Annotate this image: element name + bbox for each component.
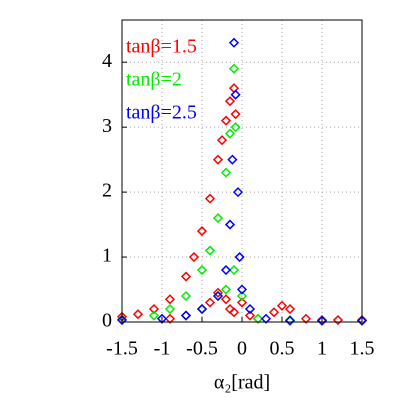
point xyxy=(132,309,144,320)
point xyxy=(220,115,232,126)
point xyxy=(236,290,248,302)
point xyxy=(227,154,238,165)
point xyxy=(196,264,208,276)
point xyxy=(230,122,241,133)
x-tick-label: 1.5 xyxy=(350,338,375,360)
point xyxy=(148,310,160,321)
point xyxy=(220,284,232,295)
point xyxy=(244,303,256,315)
point xyxy=(180,271,192,282)
point xyxy=(356,315,368,326)
x-tick-label: -1.5 xyxy=(106,338,138,360)
x-tick-label: 0 xyxy=(237,338,247,360)
point xyxy=(268,307,280,318)
point xyxy=(204,193,216,204)
legend-label: tanβ=1.5 xyxy=(126,36,197,58)
point xyxy=(156,313,168,324)
point xyxy=(228,264,240,276)
point xyxy=(164,313,176,324)
point xyxy=(228,37,240,48)
point xyxy=(164,294,176,305)
point xyxy=(224,219,236,230)
point xyxy=(230,109,241,120)
x-tick-label: 1 xyxy=(317,338,327,360)
x-tick-label: 0.5 xyxy=(270,338,295,360)
x-axis-label: α₂[rad] xyxy=(214,372,270,394)
point xyxy=(316,315,328,326)
x-tick-label: -1 xyxy=(154,338,171,360)
point xyxy=(212,290,224,302)
point xyxy=(232,187,244,198)
point xyxy=(204,297,216,308)
point xyxy=(284,303,296,315)
point xyxy=(196,303,208,315)
point xyxy=(276,300,288,311)
point xyxy=(236,284,248,295)
legend-label: tanβ=2.5 xyxy=(126,102,197,124)
point xyxy=(212,213,224,224)
point xyxy=(212,154,224,165)
point xyxy=(180,310,192,321)
point xyxy=(220,167,232,178)
point xyxy=(234,251,245,263)
point xyxy=(244,310,256,321)
point xyxy=(260,313,272,324)
y-tick-label: 4 xyxy=(102,50,112,72)
point xyxy=(228,307,240,318)
point xyxy=(212,287,224,298)
point xyxy=(224,128,236,139)
point xyxy=(148,303,160,315)
y-tick-label: 1 xyxy=(102,245,112,267)
point xyxy=(220,294,232,305)
point xyxy=(228,63,240,74)
y-tick-label: 3 xyxy=(102,115,112,137)
point xyxy=(300,313,312,324)
y-tick-label: 0 xyxy=(102,310,112,332)
point xyxy=(332,314,344,326)
point xyxy=(230,89,241,100)
plot-frame xyxy=(121,19,363,323)
point xyxy=(204,245,216,256)
point xyxy=(196,303,208,315)
y-tick-label: 2 xyxy=(102,180,112,202)
point xyxy=(284,315,296,326)
point xyxy=(216,135,228,146)
point xyxy=(196,226,208,237)
point xyxy=(188,251,200,263)
point xyxy=(116,314,128,326)
point xyxy=(236,297,248,308)
point xyxy=(252,313,264,324)
point xyxy=(164,303,176,315)
legend-label: tanβ=2 xyxy=(126,69,182,91)
x-tick-label: -0.5 xyxy=(186,338,218,360)
point xyxy=(180,310,192,321)
point xyxy=(224,96,236,107)
point xyxy=(180,290,192,302)
point xyxy=(220,264,232,276)
point xyxy=(180,310,192,321)
point xyxy=(196,303,208,315)
